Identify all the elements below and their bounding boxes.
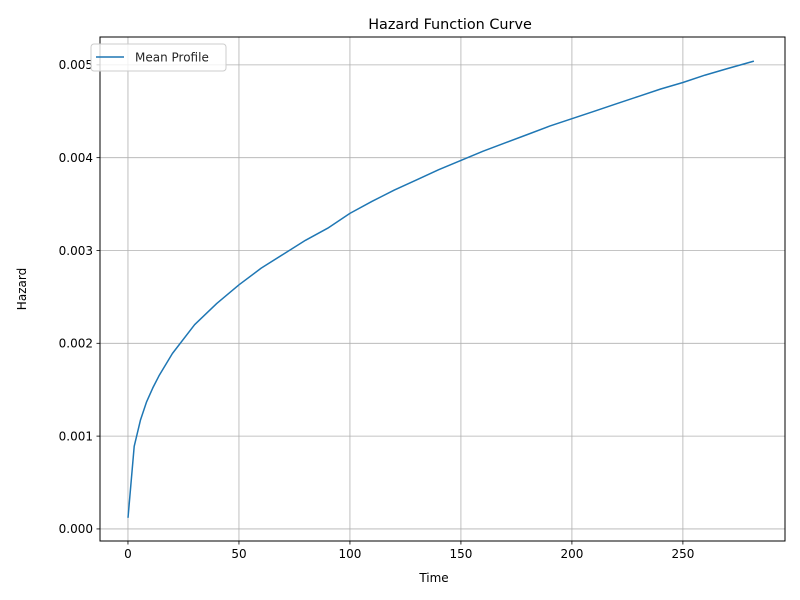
y-tick-label: 0.004 [59,151,93,165]
chart-title: Hazard Function Curve [368,17,532,33]
y-tick-label: 0.001 [59,429,93,443]
legend-box [90,43,227,72]
plot-area-frame [99,36,786,542]
y-tick-label: 0.005 [59,58,93,72]
x-tick-label: 150 [449,547,472,561]
x-axis: 0 50 100 150 200 250 [124,541,694,561]
x-axis-label: Time [418,571,448,585]
x-tick-label: 250 [671,547,694,561]
series-layer [127,60,755,518]
y-tick-label: 0.000 [59,522,93,536]
x-tick-label: 50 [231,547,246,561]
x-tick-label: 100 [338,547,361,561]
x-tick-label: 200 [560,547,583,561]
y-tick-label: 0.003 [59,244,93,258]
legend: Mean Profile [90,43,227,72]
legend-label: Mean Profile [135,51,209,65]
series-line-mean-profile [127,60,755,518]
x-tick-label: 0 [124,547,132,561]
y-tick-label: 0.002 [59,337,93,351]
y-axis: 0.000 0.001 0.002 0.003 0.004 0.005 [59,58,100,536]
y-axis-label: Hazard [15,268,29,310]
